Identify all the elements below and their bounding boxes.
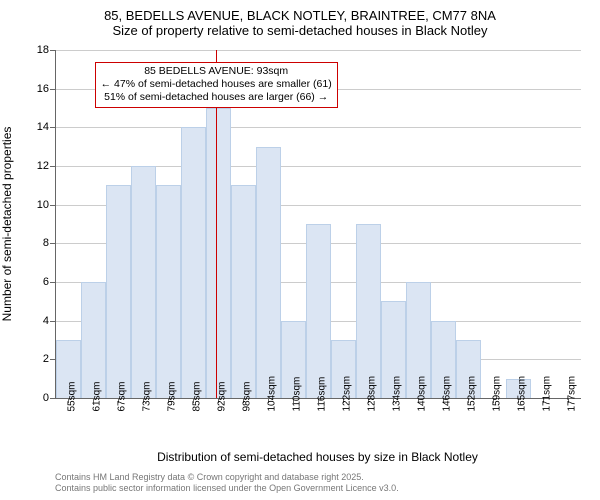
histogram-bar (206, 108, 231, 398)
title-line-2: Size of property relative to semi-detach… (0, 23, 600, 38)
ytick-label: 18 (25, 44, 49, 56)
ytick-mark (50, 50, 55, 51)
y-axis-label: Number of semi-detached properties (0, 127, 14, 322)
ytick-label: 14 (25, 121, 49, 133)
gridline (56, 50, 581, 51)
histogram-bar (106, 185, 131, 398)
title-block: 85, BEDELLS AVENUE, BLACK NOTLEY, BRAINT… (0, 0, 600, 42)
ytick-label: 4 (25, 315, 49, 327)
footer-attribution: Contains HM Land Registry data © Crown c… (55, 472, 399, 494)
histogram-bar (356, 224, 381, 398)
ytick-label: 2 (25, 353, 49, 365)
ytick-mark (50, 89, 55, 90)
ytick-label: 8 (25, 237, 49, 249)
ytick-mark (50, 127, 55, 128)
footer-line-2: Contains public sector information licen… (55, 483, 399, 494)
annotation-box: 85 BEDELLS AVENUE: 93sqm← 47% of semi-de… (95, 62, 338, 107)
chart-container: 85, BEDELLS AVENUE, BLACK NOTLEY, BRAINT… (0, 0, 600, 500)
footer-line-1: Contains HM Land Registry data © Crown c… (55, 472, 399, 483)
ytick-mark (50, 359, 55, 360)
ytick-label: 16 (25, 83, 49, 95)
plot-area: 85 BEDELLS AVENUE: 93sqm← 47% of semi-de… (55, 50, 581, 399)
ytick-mark (50, 321, 55, 322)
histogram-bar (256, 147, 281, 398)
annotation-line-2: ← 47% of semi-detached houses are smalle… (101, 78, 332, 91)
histogram-bar (306, 224, 331, 398)
ytick-mark (50, 243, 55, 244)
x-axis-label: Distribution of semi-detached houses by … (55, 450, 580, 464)
histogram-bar (131, 166, 156, 398)
annotation-line-3: 51% of semi-detached houses are larger (… (101, 91, 332, 104)
ytick-label: 0 (25, 392, 49, 404)
ytick-label: 10 (25, 199, 49, 211)
histogram-bar (156, 185, 181, 398)
annotation-line-1: 85 BEDELLS AVENUE: 93sqm (101, 65, 332, 78)
ytick-mark (50, 166, 55, 167)
ytick-mark (50, 205, 55, 206)
gridline (56, 127, 581, 128)
ytick-label: 6 (25, 276, 49, 288)
histogram-bar (231, 185, 256, 398)
ytick-label: 12 (25, 160, 49, 172)
histogram-bar (181, 127, 206, 398)
title-line-1: 85, BEDELLS AVENUE, BLACK NOTLEY, BRAINT… (0, 8, 600, 23)
ytick-mark (50, 398, 55, 399)
ytick-mark (50, 282, 55, 283)
